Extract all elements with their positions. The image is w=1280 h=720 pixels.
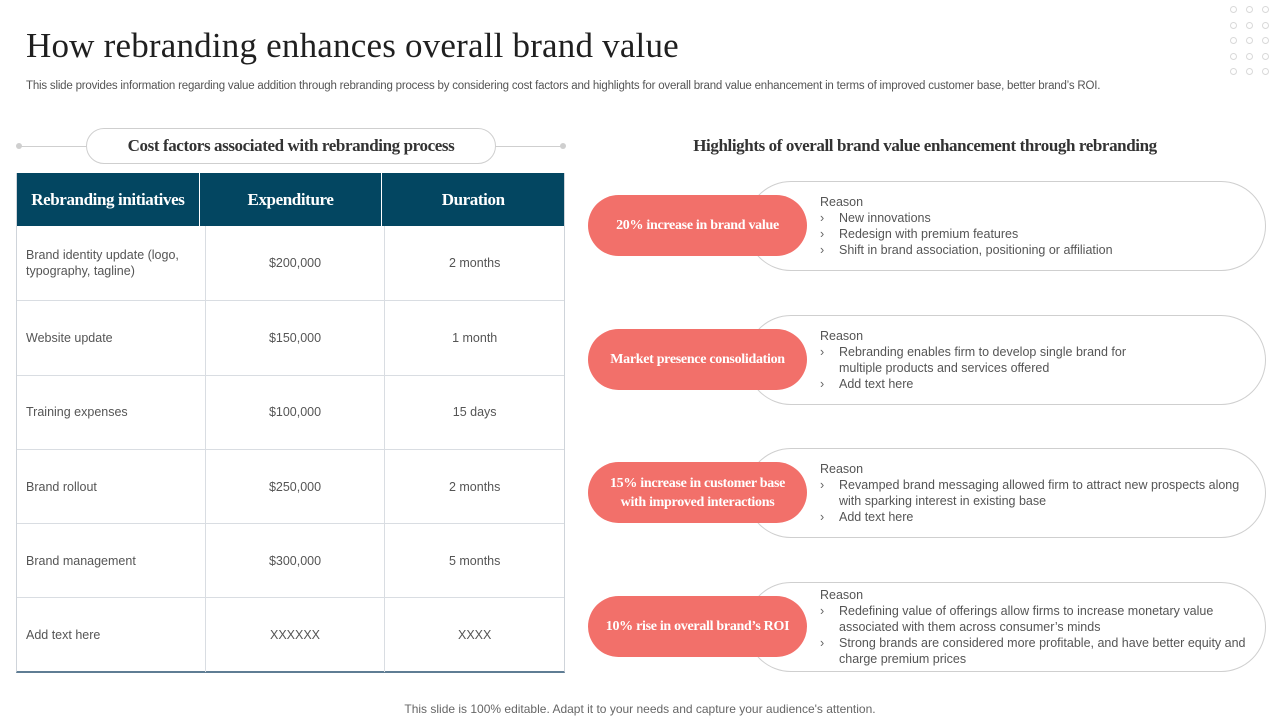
table-row: Brand management $300,000 5 months [17, 523, 564, 598]
table-row: Training expenses $100,000 15 days [17, 374, 564, 449]
initiative-cell: Brand management [17, 524, 206, 598]
highlight-item: 10% rise in overall brand’s ROI Reason ›… [588, 582, 1268, 672]
divider-dot [16, 143, 22, 149]
expenditure-cell: $300,000 [206, 524, 386, 598]
chevron-right-icon: › [820, 636, 825, 650]
reason-text: Add text here [839, 377, 914, 391]
divider-dot [560, 143, 566, 149]
duration-cell: 1 month [452, 330, 498, 345]
table-row: Brand identity update (logo, typography,… [17, 226, 564, 301]
table-row: Website update $150,000 1 month [17, 300, 564, 375]
reason-label: Reason [820, 329, 864, 343]
highlight-badge: 15% increase in customer base with impro… [588, 462, 807, 523]
page-subtitle: This slide provides information regardin… [26, 80, 1101, 92]
reason-bullet: › Redesign with premium features [820, 226, 1250, 242]
highlight-outline [746, 315, 1266, 405]
highlight-reasons: Reason › Redefining value of offerings al… [820, 587, 1250, 667]
highlight-item: 20% increase in brand value Reason › New … [588, 181, 1268, 271]
highlight-outline [746, 582, 1266, 672]
chevron-right-icon: › [820, 227, 825, 241]
table-row: Add text here XXXXXX XXXX [17, 597, 564, 672]
reason-bullet: › Rebranding enables firm to develop sing… [820, 344, 1160, 376]
cost-section-heading: Cost factors associated with rebranding … [86, 128, 496, 164]
column-header-duration: Duration [441, 189, 505, 209]
highlight-outline [746, 448, 1266, 538]
page-title: How rebranding enhances overall brand va… [26, 26, 679, 65]
reason-text: New innovations [839, 211, 931, 225]
reason-label: Reason [820, 588, 864, 602]
highlight-badge: 10% rise in overall brand’s ROI [588, 596, 807, 657]
chevron-right-icon: › [820, 377, 825, 391]
highlight-reasons: Reason › Rebranding enables firm to devel… [820, 328, 1250, 392]
reason-text: Revamped brand messaging allowed firm to… [839, 478, 1240, 508]
reason-label: Reason [820, 462, 864, 476]
duration-cell: 2 months [448, 256, 501, 271]
duration-cell: 5 months [448, 553, 501, 568]
highlight-reasons: Reason › New innovations › Redesign with p… [820, 194, 1250, 258]
expenditure-cell: $200,000 [206, 226, 386, 301]
highlight-outline [746, 181, 1266, 271]
highlights-section-heading: Highlights of overall brand value enhanc… [693, 136, 1157, 155]
reason-bullet: › Add text here [820, 509, 1250, 525]
highlight-badge: Market presence consolidation [588, 329, 807, 390]
duration-cell: 2 months [448, 479, 501, 494]
chevron-right-icon: › [820, 345, 825, 359]
reason-text: Strong brands are considered more profit… [839, 636, 1246, 666]
reason-bullet: › Strong brands are considered more profi… [820, 635, 1250, 667]
chevron-right-icon: › [820, 604, 825, 618]
initiative-cell: Brand rollout [17, 449, 206, 524]
duration-cell: XXXX [458, 628, 492, 643]
chevron-right-icon: › [820, 243, 825, 257]
initiative-cell: Website update [17, 301, 206, 375]
reason-bullet: › Redefining value of offerings allow fir… [820, 603, 1250, 635]
reason-bullet: › Revamped brand messaging allowed firm t… [820, 477, 1250, 509]
table-header-row: Rebranding initiatives Expenditure Durat… [17, 173, 564, 226]
expenditure-cell: $250,000 [206, 449, 386, 524]
table-row: Brand rollout $250,000 2 months [17, 448, 564, 524]
expenditure-cell: $150,000 [206, 301, 386, 375]
cost-factors-table: Rebranding initiatives Expenditure Durat… [16, 173, 565, 673]
initiative-cell: Add text here [17, 598, 206, 672]
highlight-badge: 20% increase in brand value [588, 195, 807, 256]
highlight-reasons: Reason › Revamped brand messaging allowed… [820, 461, 1250, 525]
initiative-cell: Brand identity update (logo, typography,… [17, 226, 206, 301]
highlight-item: Market presence consolidation Reason › Re… [588, 315, 1268, 405]
reason-text: Redefining value of offerings allow firm… [839, 604, 1214, 634]
chevron-right-icon: › [820, 211, 825, 225]
column-header-initiatives: Rebranding initiatives [17, 173, 200, 226]
reason-bullet: › New innovations [820, 210, 1250, 226]
chevron-right-icon: › [820, 510, 825, 524]
footer-note: This slide is 100% editable. Adapt it to… [404, 702, 876, 716]
expenditure-cell: XXXXXX [206, 598, 386, 672]
duration-cell: 15 days [452, 405, 497, 420]
reason-text: Rebranding enables firm to develop singl… [839, 345, 1126, 375]
expenditure-cell: $100,000 [206, 375, 386, 449]
reason-bullet: › Shift in brand association, positioning… [820, 242, 1250, 258]
reason-text: Shift in brand association, positioning … [839, 243, 1113, 257]
reason-text: Redesign with premium features [839, 227, 1019, 241]
reason-label: Reason [820, 195, 864, 209]
chevron-right-icon: › [820, 478, 825, 492]
reason-text: Add text here [839, 510, 914, 524]
column-header-expenditure: Expenditure [200, 173, 383, 226]
reason-bullet: › Add text here [820, 376, 1160, 392]
highlight-item: 15% increase in customer base with impro… [588, 448, 1268, 538]
dot-grid-decoration [1230, 6, 1276, 82]
initiative-cell: Training expenses [17, 375, 206, 449]
